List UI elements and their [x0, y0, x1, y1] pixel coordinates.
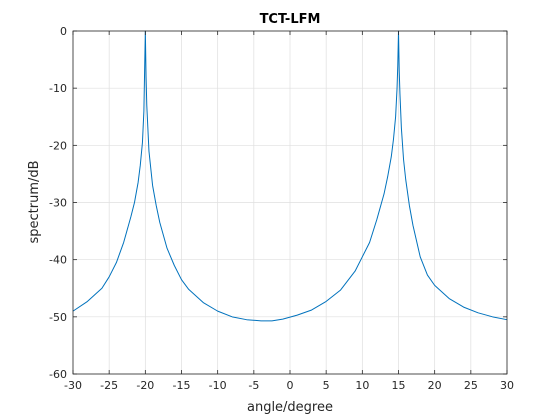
y-tick-label: -50	[49, 311, 67, 324]
chart-title: TCT-LFM	[260, 12, 321, 27]
x-tick-label: 30	[500, 379, 514, 392]
y-tick-label: -60	[49, 368, 67, 381]
y-tick-label: -10	[49, 82, 67, 95]
x-tick-label: 15	[392, 379, 406, 392]
x-tick-label: 20	[428, 379, 442, 392]
x-axis-label: angle/degree	[247, 400, 333, 415]
y-axis-label: spectrum/dB	[27, 160, 42, 243]
x-tick-label: 0	[287, 379, 294, 392]
y-tick-label: -40	[49, 254, 67, 267]
x-tick-labels: -30 -25 -20 -15 -10 -5 0 5 10 15 20 25 30	[64, 379, 514, 392]
x-tick-label: 25	[464, 379, 478, 392]
x-tick-label: 10	[355, 379, 369, 392]
y-tick-label: 0	[60, 25, 67, 38]
y-tick-label: -30	[49, 197, 67, 210]
x-tick-label: 5	[323, 379, 330, 392]
x-tick-label: -20	[136, 379, 154, 392]
y-tick-labels: 0 -10 -20 -30 -40 -50 -60	[49, 25, 67, 381]
x-tick-label: -5	[248, 379, 259, 392]
x-tick-label: -10	[209, 379, 227, 392]
x-tick-label: -25	[100, 379, 118, 392]
y-tick-label: -20	[49, 139, 67, 152]
x-tick-label: -15	[173, 379, 191, 392]
